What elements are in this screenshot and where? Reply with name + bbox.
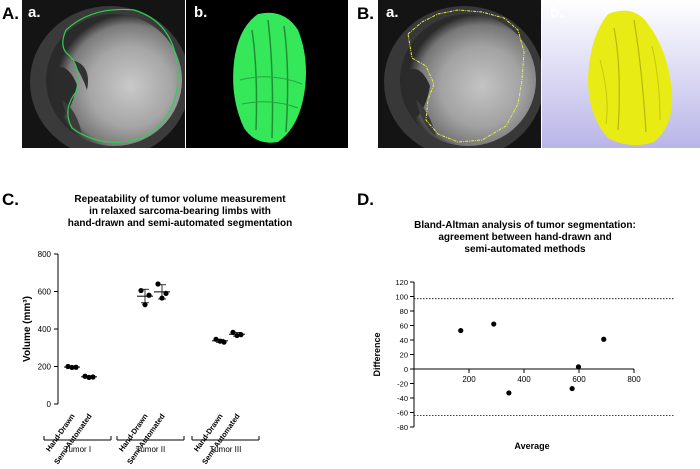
panel-d-letter: D. [357, 190, 374, 209]
chart-c-y-tick-label: 0 [47, 400, 52, 409]
chart-d-x-tick-label: 200 [462, 375, 476, 384]
chart-d-x-tick-label: 800 [627, 375, 641, 384]
chart-d-y-tick-label: 120 [395, 278, 408, 287]
chart-c-data-point [146, 292, 152, 298]
chart-c-data-point [230, 329, 236, 335]
panel-b-letter: B. [357, 4, 374, 23]
panel-b-mri-image: a. [378, 0, 541, 148]
chart-d-y-tick-label: 80 [400, 307, 408, 316]
chart-d-data-point [575, 364, 582, 370]
panel-b-sub-a-label: a. [386, 4, 399, 21]
chart-d-y-tick-label: 60 [400, 322, 408, 331]
chart-c-data-point [65, 363, 71, 370]
chart-c-data-point [213, 336, 219, 342]
chart-d-y-label: Difference [372, 332, 382, 376]
chart-d-data-point [569, 385, 575, 392]
chart-c-data-point [73, 364, 79, 370]
mri-slice-b [378, 0, 541, 148]
chart-c-data-point [69, 364, 75, 371]
chart-d-y-tick-label: 20 [400, 351, 408, 360]
chart-c-data-point [138, 287, 144, 294]
chart-c-data-point [234, 332, 240, 339]
chart-c-y-tick-label: 400 [38, 325, 52, 334]
chart-d-data-point [491, 321, 497, 327]
chart-c-title: Repeatability of tumor volume measuremen… [67, 194, 293, 229]
chart-c-data-point [221, 339, 227, 345]
chart-d-x-label: Average [514, 441, 549, 451]
panel-c-letter: C. [2, 190, 19, 209]
panel-b-sub-b-label: b. [550, 4, 564, 21]
mri-slice-a [22, 0, 185, 148]
chart-c-data-point [159, 295, 165, 301]
panel-a-mri-image: a. [22, 0, 185, 148]
chart-d-y-tick-label: 100 [395, 293, 408, 302]
panel-b-3d-mesh: b. [542, 0, 700, 148]
chart-c-data-point [86, 374, 92, 380]
chart-c-group-label: Tumor III [210, 445, 242, 454]
chart-d-y-tick-label: -20 [397, 380, 408, 389]
panel-a-letter: A. [2, 4, 19, 23]
chart-c-data-point [142, 302, 148, 308]
mesh-b [542, 0, 700, 148]
chart-c-data-point [217, 338, 223, 344]
panel-a-sub-a-label: a. [28, 4, 41, 21]
chart-c-y-label: Volume (mm³) [22, 296, 33, 362]
chart-c-y-tick-label: 200 [38, 363, 52, 372]
panel-a-3d-mesh: b. [186, 0, 348, 148]
contour-a-outline [62, 8, 179, 143]
chart-c-data-point [163, 290, 169, 296]
chart-c-y-tick-label: 600 [38, 288, 52, 297]
chart-c-data-point [155, 281, 161, 287]
chart-d-data-point [506, 390, 512, 396]
chart-d-title: Bland-Altman analysis of tumor segmentat… [414, 220, 636, 255]
chart-c-data-point [90, 374, 96, 380]
chart-d-y-tick-label: -40 [397, 394, 408, 403]
chart-d-x-tick-label: 600 [572, 375, 586, 384]
contour-b-outline [407, 9, 525, 143]
chart-d-x-tick-label: 400 [517, 375, 531, 384]
chart-c-data-point [238, 332, 244, 338]
chart-d-y-tick-label: -80 [397, 423, 408, 432]
panel-a-sub-b-label: b. [194, 4, 208, 21]
chart-c-group-label: Tumor II [136, 445, 165, 454]
chart-d-y-tick-label: -60 [397, 409, 408, 418]
chart-d-plot: -80 -60 -40 -20 0 20 40 60 80 100 120 200 400 600 800 D… [372, 278, 674, 451]
chart-d-data-point [601, 336, 607, 342]
chart-d-y-tick-label: 40 [400, 336, 408, 345]
chart-d-y-tick-label: 0 [404, 365, 408, 374]
chart-c-group-label: Tumor I [64, 445, 91, 454]
chart-c-data-point [82, 373, 88, 379]
mesh-a [233, 12, 306, 143]
chart-c-y-tick-label: 800 [38, 250, 52, 259]
chart-d-data-point [458, 327, 464, 334]
